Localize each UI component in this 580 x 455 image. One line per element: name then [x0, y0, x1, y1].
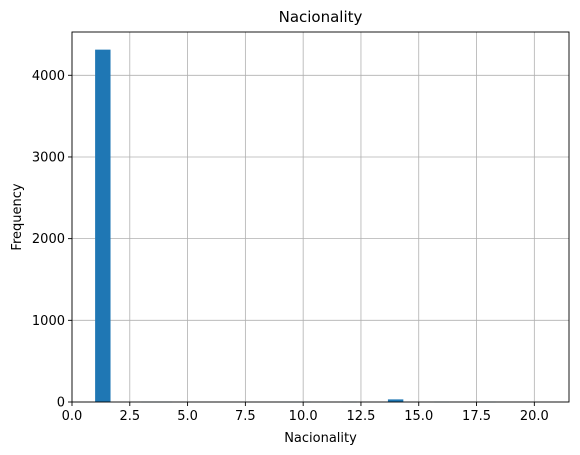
y-axis-ticks: 0 1000 2000 3000 4000 — [32, 69, 72, 411]
x-tick-label: 12.5 — [346, 409, 375, 424]
x-tick-label: 0.0 — [62, 409, 83, 424]
x-tick-label: 7.5 — [235, 409, 256, 424]
chart-title: Nacionality — [279, 8, 363, 26]
x-axis-ticks: 0.0 2.5 5.0 7.5 10.0 12.5 15.0 17.5 20.0 — [62, 402, 549, 424]
x-tick-label: 20.0 — [520, 409, 549, 424]
y-tick-label: 0 — [57, 396, 65, 411]
x-tick-label: 2.5 — [119, 409, 140, 424]
y-tick-label: 1000 — [32, 314, 65, 329]
plot-background — [72, 32, 569, 402]
x-tick-label: 5.0 — [177, 409, 198, 424]
y-axis-label: Frequency — [10, 183, 25, 250]
y-tick-label: 2000 — [32, 232, 65, 247]
x-tick-label: 17.5 — [462, 409, 491, 424]
y-tick-label: 4000 — [32, 69, 65, 84]
x-axis-label: Nacionality — [284, 431, 357, 446]
x-tick-label: 10.0 — [289, 409, 318, 424]
y-tick-label: 3000 — [32, 150, 65, 165]
x-tick-label: 15.0 — [404, 409, 433, 424]
histogram-bar — [95, 50, 110, 402]
